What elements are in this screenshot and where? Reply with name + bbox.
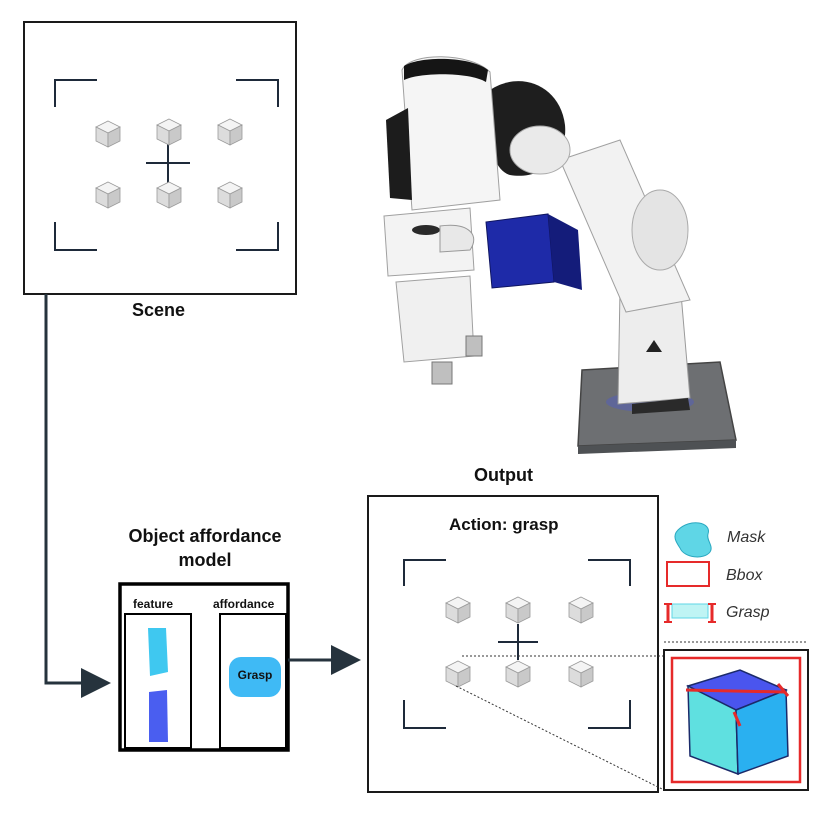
scene-cube xyxy=(217,181,243,209)
output-cube xyxy=(568,660,594,688)
mask-legend-icon xyxy=(674,522,712,558)
grasp-legend-icon xyxy=(664,603,716,623)
affordance-model xyxy=(118,582,290,752)
model-title: Object affordance model xyxy=(128,526,282,570)
flow-arrows xyxy=(44,294,361,698)
zoomed-cube-inset xyxy=(663,649,809,791)
cube-right-face xyxy=(735,688,789,776)
output-cube-selected xyxy=(445,660,471,688)
scene-crosshair-icon xyxy=(146,143,190,185)
grasp-line xyxy=(685,688,785,694)
scene-cube xyxy=(217,118,243,146)
scene-corner-brackets xyxy=(54,79,279,251)
output-cube xyxy=(505,596,531,624)
output-frame xyxy=(367,495,659,793)
output-label: Output xyxy=(474,465,533,485)
output-crosshair-icon xyxy=(498,624,538,660)
grasp-marker xyxy=(732,711,742,727)
legend-grasp-label: Grasp xyxy=(726,604,770,621)
feature-label: feature xyxy=(133,597,174,611)
scene-label: Scene xyxy=(132,300,186,320)
scene-cube xyxy=(95,120,121,148)
scene-cube xyxy=(95,181,121,209)
legend xyxy=(664,522,716,623)
output-panel xyxy=(367,495,808,793)
output-corner-brackets xyxy=(403,559,631,729)
action-label: Action: grasp xyxy=(449,515,559,534)
feature-bbox-bar xyxy=(149,690,168,742)
scene-frame xyxy=(23,21,297,295)
output-cube xyxy=(445,596,471,624)
zoom-lines xyxy=(455,641,808,791)
scene-panel xyxy=(23,21,297,295)
bbox-legend-icon xyxy=(666,561,710,587)
output-cube xyxy=(568,596,594,624)
scene-to-model-arrow xyxy=(44,294,111,698)
scene-cube xyxy=(156,181,182,209)
grasp-badge-label: Grasp xyxy=(237,668,273,682)
robot-arm-illustration xyxy=(383,56,737,454)
grasp-marker xyxy=(776,683,790,697)
feature-mask-bar xyxy=(148,628,168,676)
inset-bbox xyxy=(670,656,802,784)
grasp-affordance-badge xyxy=(229,657,281,697)
affordance-label: affordance xyxy=(213,597,275,611)
scene-cube xyxy=(156,118,182,146)
output-cube xyxy=(505,660,531,688)
legend-bbox-label: Bbox xyxy=(726,567,763,584)
legend-mask-label: Mask xyxy=(727,529,766,546)
